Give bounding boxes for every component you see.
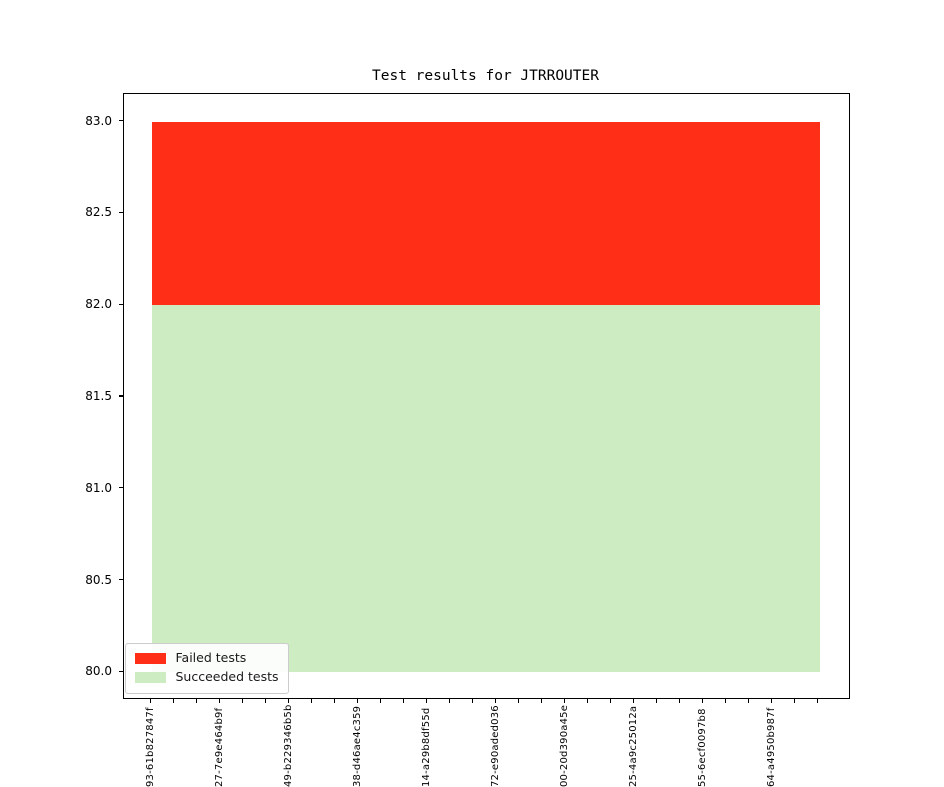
legend-label-succeeded: Succeeded tests [175,669,279,684]
legend-item-succeeded: Succeeded tests [134,669,279,684]
x-tick-label: 27-7e9e464b9f [213,707,225,787]
x-tick-label: 55-6ecf0097b8 [696,708,708,787]
legend-swatch-failed [134,652,166,664]
x-tick-mark [724,699,727,703]
x-tick-mark [563,699,566,703]
plot-area [122,93,850,699]
x-tick-mark [310,699,313,703]
x-tick-mark [356,699,359,703]
x-tick-label: 72-e90aded036 [489,705,501,787]
x-tick-mark [218,699,221,703]
x-tick-mark [632,699,635,703]
x-tick-label: 64-a4950b987f [765,707,777,787]
x-tick-mark [586,699,589,703]
x-tick-mark [333,699,336,703]
x-tick-mark [241,699,244,703]
x-tick-label: 38-d46ae4c359 [351,705,363,787]
x-tick-mark [793,699,796,703]
x-tick-mark [517,699,520,703]
y-tick-label: 80.0 [85,664,112,679]
y-tick-mark [118,303,123,305]
x-tick-mark [287,699,290,703]
y-tick-mark [118,211,123,213]
x-tick-label: 93-61b827847f [144,707,156,787]
x-tick-mark [172,699,175,703]
x-tick-label: 49-b229346b5b [282,704,294,787]
x-tick-mark [655,699,658,703]
legend-label-failed: Failed tests [175,650,247,665]
x-tick-mark [264,699,267,703]
y-tick-mark [118,487,123,489]
x-tick-label: 14-a29b8df55d [420,707,432,787]
x-tick-mark [678,699,681,703]
x-tick-label: 00-20d390a45e [558,704,570,787]
chart-title: Test results for JTRROUTER [372,68,599,84]
y-tick-label: 82.5 [85,205,112,220]
y-tick-mark [118,395,123,397]
x-tick-mark [471,699,474,703]
y-tick-label: 81.0 [85,480,112,495]
x-tick-mark [609,699,612,703]
legend: Failed tests Succeeded tests [124,643,289,694]
legend-item-failed: Failed tests [134,650,279,665]
x-tick-mark [425,699,428,703]
failed-tests-area [151,121,820,306]
y-tick-label: 81.5 [85,389,112,403]
x-tick-mark [379,699,382,703]
y-tick-label: 82.0 [85,297,112,312]
x-tick-mark [816,699,819,703]
x-tick-mark [494,699,497,703]
x-tick-label: 25-4a9c25012a [627,705,639,787]
y-tick-label: 83.0 [85,113,112,128]
y-tick-mark [118,119,123,122]
x-tick-mark [701,699,704,703]
x-tick-mark [149,699,152,703]
x-tick-mark [402,699,405,703]
legend-swatch-succeeded [134,671,166,683]
y-tick-label: 80.5 [85,572,112,587]
x-tick-mark [195,699,198,703]
x-tick-mark [448,699,451,703]
x-tick-mark [747,699,750,703]
y-tick-mark [118,579,123,581]
y-tick-mark [118,670,123,673]
x-tick-mark [540,699,543,703]
x-tick-mark [770,699,773,703]
succeeded-tests-area [151,305,820,673]
